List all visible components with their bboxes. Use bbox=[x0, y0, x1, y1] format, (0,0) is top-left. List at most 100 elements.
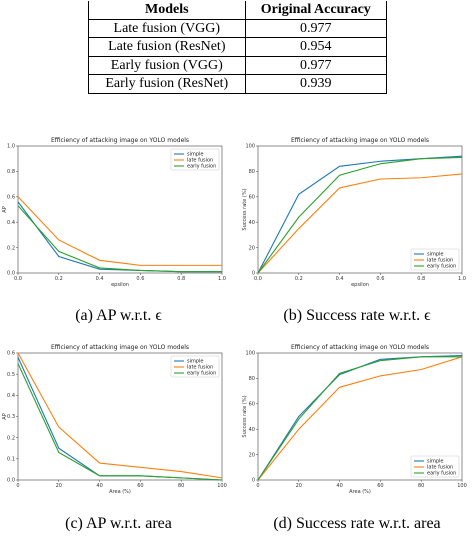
legend-label: simple bbox=[187, 359, 204, 365]
x-tick-label: 40 bbox=[336, 483, 342, 489]
x-tick-label: 0.2 bbox=[55, 276, 63, 282]
series-line-early-fusion bbox=[17, 205, 222, 273]
table-cell: Early fusion (VGG) bbox=[88, 56, 246, 75]
caption-b: (b) Success rate w.r.t. ϵ bbox=[283, 307, 431, 324]
y-tick-label: 80 bbox=[249, 376, 255, 382]
y-axis-label: AP bbox=[2, 206, 8, 212]
y-axis-label: Success rate (%) bbox=[242, 188, 248, 230]
table-row: Early fusion (ResNet) 0.939 bbox=[88, 74, 388, 94]
x-axis-label: Area (%) bbox=[109, 489, 131, 495]
legend-label: early fusion bbox=[427, 264, 456, 270]
legend-label: early fusion bbox=[187, 371, 216, 377]
x-tick-label: 80 bbox=[418, 483, 424, 489]
y-tick-label: 0.2 bbox=[7, 245, 15, 251]
series-line-late-fusion bbox=[257, 356, 463, 481]
col-header-models: Models bbox=[88, 1, 246, 20]
x-tick-label: 0.0 bbox=[14, 276, 22, 282]
table-cell: 0.977 bbox=[244, 19, 388, 38]
x-tick-label: 60 bbox=[137, 483, 143, 489]
y-tick-label: 20 bbox=[249, 245, 255, 251]
x-tick-label: 0.2 bbox=[295, 276, 303, 282]
x-tick-label: 1.0 bbox=[218, 276, 226, 282]
x-axis-label: Area (%) bbox=[349, 489, 371, 495]
chart-ap-epsilon: Efficiency of attacking image on YOLO mo… bbox=[0, 133, 234, 293]
table-row: Late fusion (ResNet) 0.954 bbox=[88, 37, 388, 57]
y-tick-label: 100 bbox=[245, 144, 255, 150]
chart-success-epsilon: Efficiency of attacking image on YOLO mo… bbox=[240, 133, 474, 293]
series-line-early-fusion bbox=[257, 156, 463, 274]
table-cell: 0.977 bbox=[244, 56, 388, 75]
x-tick-label: 0.0 bbox=[254, 276, 262, 282]
chart-title: Efficiency of attacking image on YOLO mo… bbox=[291, 344, 429, 351]
y-tick-label: 0.3 bbox=[7, 414, 15, 420]
series-line-early-fusion bbox=[17, 363, 223, 481]
series-line-late-fusion bbox=[257, 173, 463, 274]
x-tick-label: 100 bbox=[457, 483, 467, 489]
x-tick-label: 0.4 bbox=[336, 276, 344, 282]
legend-label: simple bbox=[427, 459, 444, 465]
table-row: Late fusion (VGG) 0.977 bbox=[88, 19, 388, 38]
series-line-late-fusion bbox=[17, 352, 223, 479]
x-tick-label: 100 bbox=[217, 483, 227, 489]
series-line-simple bbox=[17, 201, 222, 273]
legend-label: late fusion bbox=[187, 158, 213, 164]
y-tick-label: 60 bbox=[249, 195, 255, 201]
legend-label: late fusion bbox=[187, 365, 213, 371]
chart-success-area: Efficiency of attacking image on YOLO mo… bbox=[240, 340, 474, 500]
table-cell: 0.954 bbox=[244, 37, 388, 57]
series-line-late-fusion bbox=[17, 196, 222, 266]
x-axis-label: epsilon bbox=[111, 282, 129, 288]
x-tick-label: 0.6 bbox=[136, 276, 144, 282]
y-tick-label: 0 bbox=[252, 478, 255, 484]
series-line-early-fusion bbox=[257, 356, 462, 481]
y-tick-label: 20 bbox=[249, 452, 255, 458]
y-tick-label: 0.4 bbox=[7, 220, 15, 226]
legend-label: simple bbox=[427, 252, 444, 258]
x-tick-label: 40 bbox=[96, 483, 102, 489]
caption-a: (a) AP w.r.t. ϵ bbox=[75, 307, 162, 324]
plot-frame bbox=[257, 352, 463, 481]
y-tick-label: 0.1 bbox=[7, 457, 15, 463]
y-tick-label: 100 bbox=[245, 351, 255, 357]
chart-title: Efficiency of attacking image on YOLO mo… bbox=[51, 137, 189, 144]
col-header-accuracy: Original Accuracy bbox=[244, 1, 388, 20]
table-cell: 0.939 bbox=[244, 74, 388, 94]
chart-title: Efficiency of attacking image on YOLO mo… bbox=[51, 344, 189, 351]
y-axis-label: Success rate (%) bbox=[242, 395, 248, 437]
x-tick-label: 0.8 bbox=[417, 276, 425, 282]
legend-label: early fusion bbox=[187, 164, 216, 170]
chart-svg: Efficiency of attacking image on YOLO mo… bbox=[2, 137, 226, 288]
legend-label: late fusion bbox=[427, 258, 453, 264]
chart-svg: Efficiency of attacking image on YOLO mo… bbox=[242, 344, 467, 495]
x-tick-label: 80 bbox=[178, 483, 184, 489]
y-tick-label: 0.5 bbox=[7, 372, 15, 378]
y-tick-label: 80 bbox=[249, 169, 255, 175]
legend-label: early fusion bbox=[427, 471, 456, 477]
x-tick-label: 1.0 bbox=[458, 276, 466, 282]
y-axis-label: AP bbox=[2, 413, 8, 419]
x-tick-label: 0 bbox=[16, 483, 19, 489]
table-row: Early fusion (VGG) 0.977 bbox=[88, 56, 388, 75]
caption-c: (c) AP w.r.t. area bbox=[65, 515, 172, 532]
x-tick-label: 20 bbox=[56, 483, 62, 489]
plot-frame bbox=[17, 145, 223, 274]
y-tick-label: 0.6 bbox=[7, 195, 15, 201]
table-cell: Late fusion (ResNet) bbox=[88, 37, 246, 57]
table-cell: Early fusion (ResNet) bbox=[88, 74, 246, 94]
chart-title: Efficiency of attacking image on YOLO mo… bbox=[291, 137, 429, 144]
y-tick-label: 40 bbox=[249, 220, 255, 226]
chart-ap-area: Efficiency of attacking image on YOLO mo… bbox=[0, 340, 234, 500]
accuracy-table: Models Original Accuracy Late fusion (VG… bbox=[88, 1, 388, 94]
y-tick-label: 0.0 bbox=[7, 271, 15, 277]
x-tick-label: 60 bbox=[377, 483, 383, 489]
y-tick-label: 0 bbox=[252, 271, 255, 277]
table-header-row: Models Original Accuracy bbox=[88, 1, 388, 20]
y-tick-label: 40 bbox=[249, 427, 255, 433]
caption-d: (d) Success rate w.r.t. area bbox=[273, 515, 441, 532]
x-tick-label: 0 bbox=[256, 483, 259, 489]
y-tick-label: 60 bbox=[249, 402, 255, 408]
x-tick-label: 0.6 bbox=[376, 276, 384, 282]
